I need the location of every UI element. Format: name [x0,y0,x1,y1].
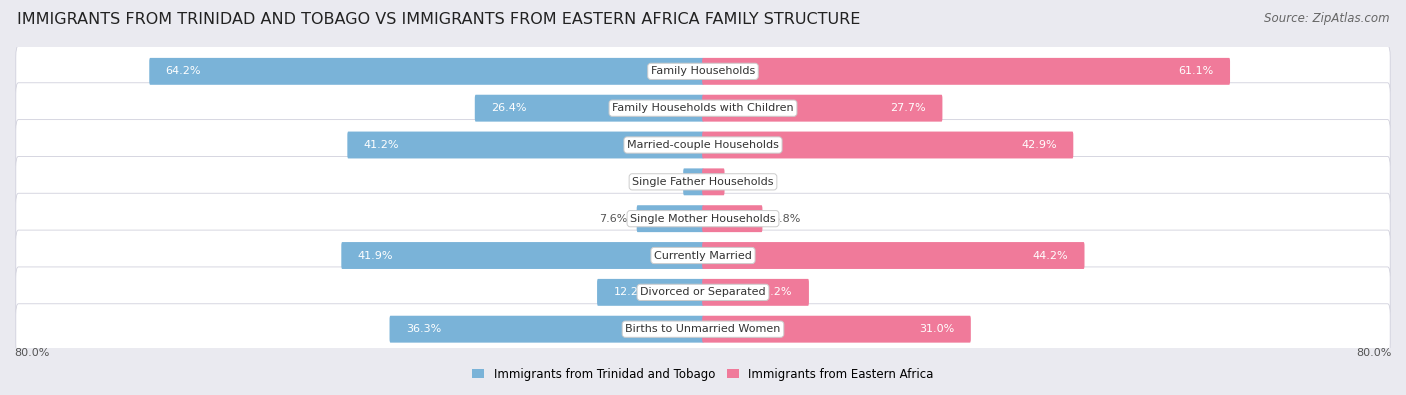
Text: 80.0%: 80.0% [1357,348,1392,357]
Text: Married-couple Households: Married-couple Households [627,140,779,150]
FancyBboxPatch shape [637,205,704,232]
FancyBboxPatch shape [475,95,704,122]
FancyBboxPatch shape [15,120,1391,170]
FancyBboxPatch shape [683,168,704,195]
FancyBboxPatch shape [598,279,704,306]
FancyBboxPatch shape [149,58,704,85]
Text: IMMIGRANTS FROM TRINIDAD AND TOBAGO VS IMMIGRANTS FROM EASTERN AFRICA FAMILY STR: IMMIGRANTS FROM TRINIDAD AND TOBAGO VS I… [17,12,860,27]
Text: 44.2%: 44.2% [1032,250,1069,261]
Text: 6.8%: 6.8% [772,214,800,224]
Text: 31.0%: 31.0% [920,324,955,334]
Text: 27.7%: 27.7% [890,103,927,113]
Text: 26.4%: 26.4% [491,103,527,113]
Text: Currently Married: Currently Married [654,250,752,261]
FancyBboxPatch shape [702,168,724,195]
FancyBboxPatch shape [702,316,970,342]
FancyBboxPatch shape [702,205,762,232]
FancyBboxPatch shape [15,46,1391,97]
Text: 12.2%: 12.2% [756,287,793,297]
FancyBboxPatch shape [15,304,1391,355]
FancyBboxPatch shape [702,242,1084,269]
Legend: Immigrants from Trinidad and Tobago, Immigrants from Eastern Africa: Immigrants from Trinidad and Tobago, Imm… [472,368,934,381]
Text: 64.2%: 64.2% [166,66,201,76]
Text: 61.1%: 61.1% [1178,66,1213,76]
FancyBboxPatch shape [15,193,1391,244]
FancyBboxPatch shape [15,83,1391,134]
FancyBboxPatch shape [702,58,1230,85]
FancyBboxPatch shape [702,132,1073,158]
Text: Divorced or Separated: Divorced or Separated [640,287,766,297]
Text: 42.9%: 42.9% [1021,140,1057,150]
FancyBboxPatch shape [342,242,704,269]
Text: Source: ZipAtlas.com: Source: ZipAtlas.com [1264,12,1389,25]
FancyBboxPatch shape [15,267,1391,318]
Text: 7.6%: 7.6% [599,214,627,224]
FancyBboxPatch shape [15,230,1391,281]
Text: 41.2%: 41.2% [364,140,399,150]
Text: 80.0%: 80.0% [14,348,49,357]
FancyBboxPatch shape [347,132,704,158]
Text: Single Father Households: Single Father Households [633,177,773,187]
Text: Single Mother Households: Single Mother Households [630,214,776,224]
FancyBboxPatch shape [389,316,704,342]
Text: 2.4%: 2.4% [734,177,762,187]
FancyBboxPatch shape [702,279,808,306]
Text: 36.3%: 36.3% [406,324,441,334]
Text: 12.2%: 12.2% [613,287,650,297]
Text: Family Households: Family Households [651,66,755,76]
FancyBboxPatch shape [15,156,1391,207]
Text: 2.2%: 2.2% [645,177,673,187]
Text: 41.9%: 41.9% [357,250,394,261]
Text: Family Households with Children: Family Households with Children [612,103,794,113]
Text: Births to Unmarried Women: Births to Unmarried Women [626,324,780,334]
FancyBboxPatch shape [702,95,942,122]
